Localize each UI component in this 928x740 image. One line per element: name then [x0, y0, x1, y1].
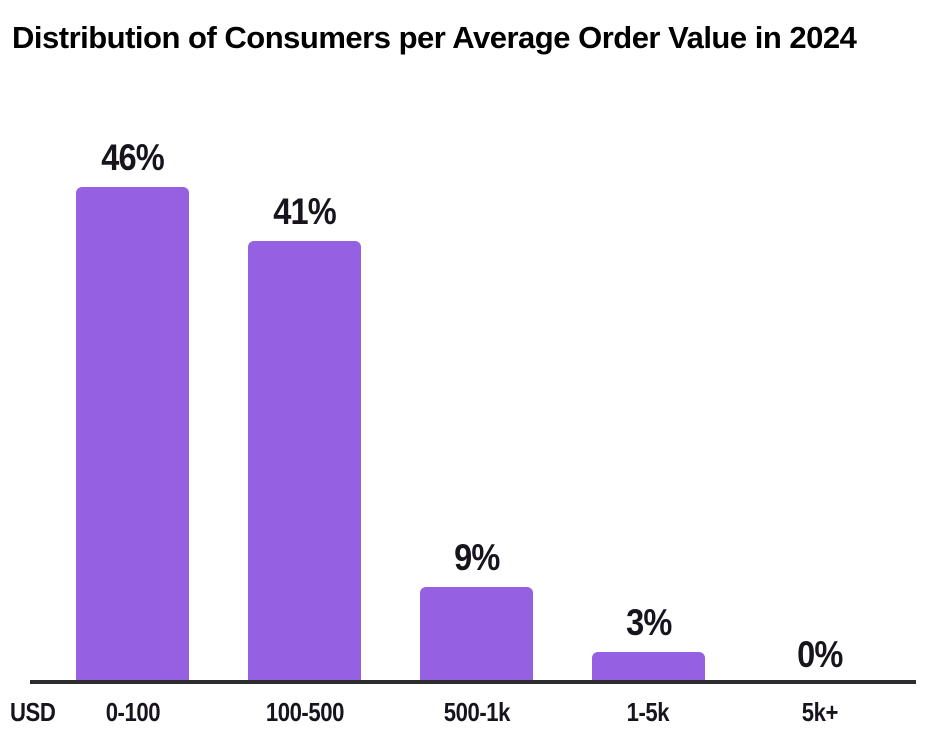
x-axis-label: 500-1k [443, 697, 510, 727]
bar-group: 9% [391, 124, 563, 684]
bar [76, 187, 190, 684]
bars-row: 46% 41% 9% 3% 0% [47, 124, 906, 684]
bar-group: 41% [219, 124, 391, 684]
x-axis-labels-row: 0-100 100-500 500-1k 1-5k 5k+ [47, 698, 906, 727]
bar [248, 241, 362, 684]
bar [591, 652, 705, 684]
x-axis-line [30, 680, 916, 684]
bar-group: 3% [562, 124, 734, 684]
bar-value-label: 41% [273, 191, 336, 232]
bar-value-label: 3% [625, 602, 672, 643]
bar [419, 587, 533, 684]
bar-group: 46% [47, 124, 219, 684]
bar-value-label: 9% [453, 537, 500, 578]
x-axis-label: 0-100 [105, 697, 161, 727]
x-axis-label: 100-500 [265, 697, 345, 727]
x-axis-unit-label: USD [10, 697, 56, 727]
bar-value-label: 46% [101, 137, 165, 178]
bar-group: 0% [734, 124, 906, 684]
chart-title: Distribution of Consumers per Average Or… [12, 20, 857, 55]
x-axis-label: 1-5k [627, 697, 670, 727]
bar-value-label: 0% [797, 634, 843, 675]
x-axis-label: 5k+ [801, 697, 839, 727]
